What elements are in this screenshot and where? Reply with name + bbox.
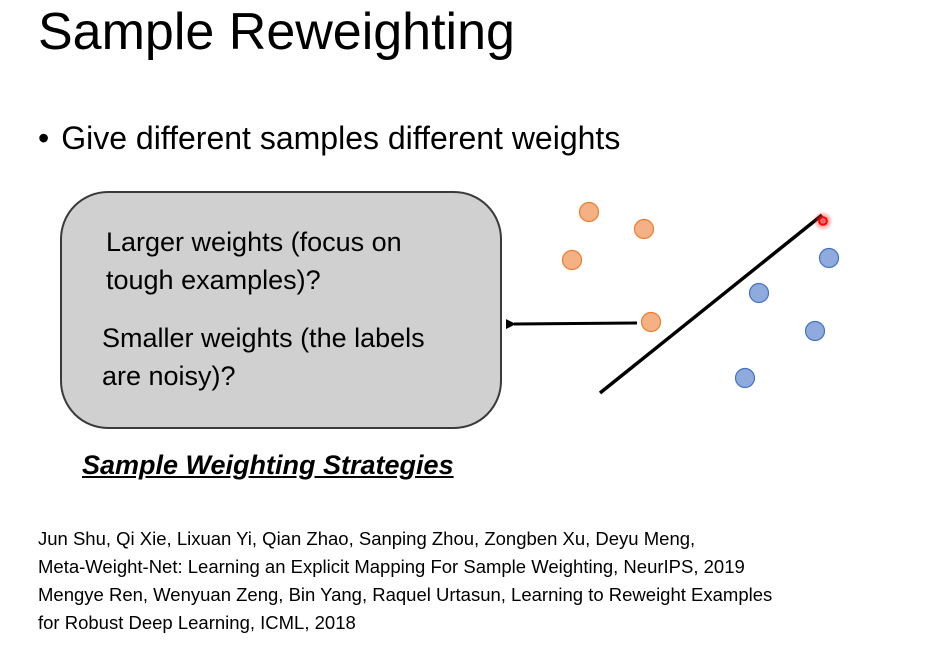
orange-sample-point: [561, 249, 583, 271]
decision-boundary-line: [598, 213, 824, 395]
callout-line-1: Larger weights (focus on: [106, 227, 402, 257]
orange-sample-point-highlighted: [640, 311, 662, 333]
pointer-arrow: [505, 319, 638, 330]
orange-samples: [561, 201, 662, 333]
pointer-highlight-icon: [813, 211, 833, 231]
reference-line: Meta-Weight-Net: Learning an Explicit Ma…: [38, 556, 745, 577]
weighting-question-box: Larger weights (focus on tough examples)…: [60, 191, 502, 429]
bullet-dot-icon: •: [38, 120, 50, 156]
references: Jun Shu, Qi Xie, Lixuan Yi, Qian Zhao, S…: [38, 525, 772, 637]
reference-line: Jun Shu, Qi Xie, Lixuan Yi, Qian Zhao, S…: [38, 528, 696, 549]
bullet-text: Give different samples different weights: [61, 120, 621, 156]
bullet-point: • Give different samples different weigh…: [38, 118, 620, 158]
blue-samples: [734, 247, 840, 389]
orange-sample-point: [633, 218, 655, 240]
slide-title: Sample Reweighting: [38, 3, 515, 61]
reference-line: for Robust Deep Learning, ICML, 2018: [38, 612, 356, 633]
blue-sample-point: [818, 247, 840, 269]
callout-line-2: tough examples)?: [106, 265, 321, 295]
callout-line-3: Smaller weights (the labels: [102, 323, 425, 353]
callout-line-4: are noisy)?: [102, 361, 236, 391]
blue-sample-point: [748, 282, 770, 304]
orange-sample-point: [578, 201, 600, 223]
blue-sample-point: [804, 320, 826, 342]
strategies-caption: Sample Weighting Strategies: [82, 450, 454, 480]
reference-line: Mengye Ren, Wenyuan Zeng, Bin Yang, Raqu…: [38, 584, 773, 605]
blue-sample-point: [734, 367, 756, 389]
